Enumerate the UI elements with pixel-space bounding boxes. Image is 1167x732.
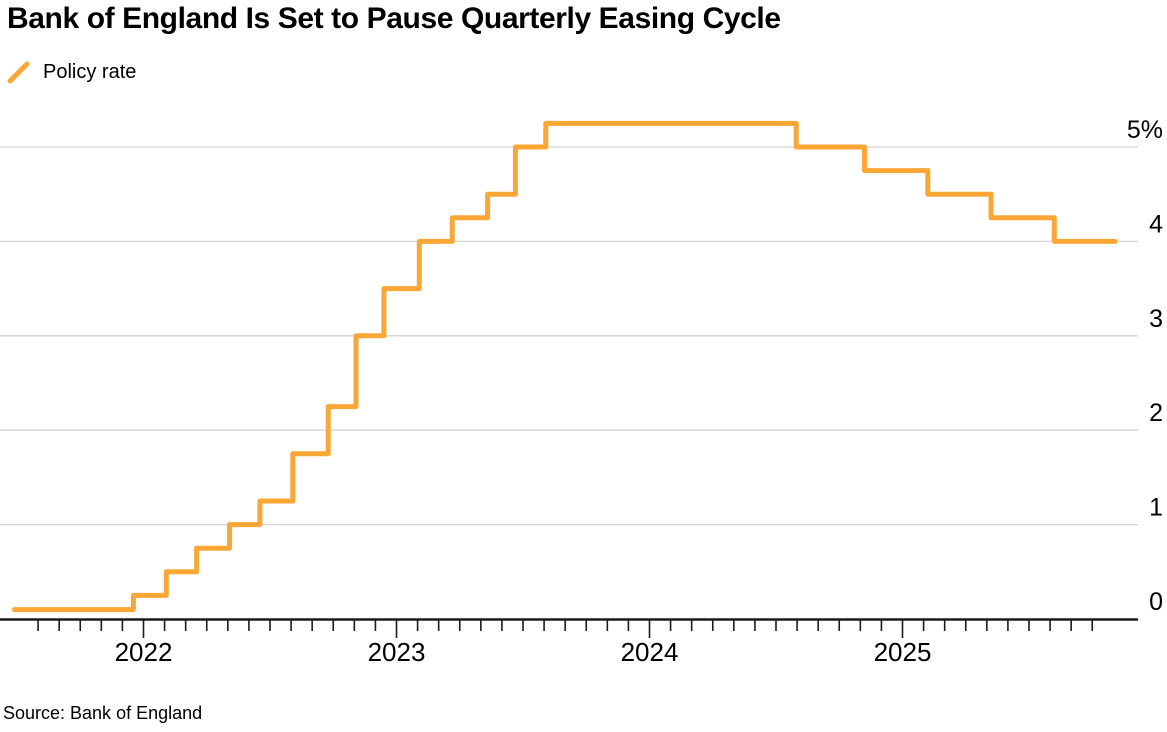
x-axis-label-2025: 2025 xyxy=(874,637,932,667)
legend-label: Policy rate xyxy=(43,60,137,83)
y-axis-label-5: 5% xyxy=(1127,116,1163,144)
source-note: Source: Bank of England xyxy=(3,703,203,723)
policy-rate-line-icon xyxy=(7,61,30,84)
x-axis-label-2022: 2022 xyxy=(115,637,173,667)
y-axis-label-3: 3 xyxy=(1149,305,1163,333)
policy-rate-step-line xyxy=(12,120,1118,613)
y-axis-label-0: 0 xyxy=(1149,588,1163,616)
chart-title: Bank of England Is Set to Pause Quarterl… xyxy=(7,2,781,35)
legend: Policy rate xyxy=(6,59,136,85)
y-axis-label-2: 2 xyxy=(1149,399,1163,427)
y-axis-label-4: 4 xyxy=(1149,210,1163,238)
y-axis-label-1: 1 xyxy=(1149,494,1163,522)
x-axis-label-2024: 2024 xyxy=(621,637,679,667)
x-axis-label-2023: 2023 xyxy=(368,637,426,667)
